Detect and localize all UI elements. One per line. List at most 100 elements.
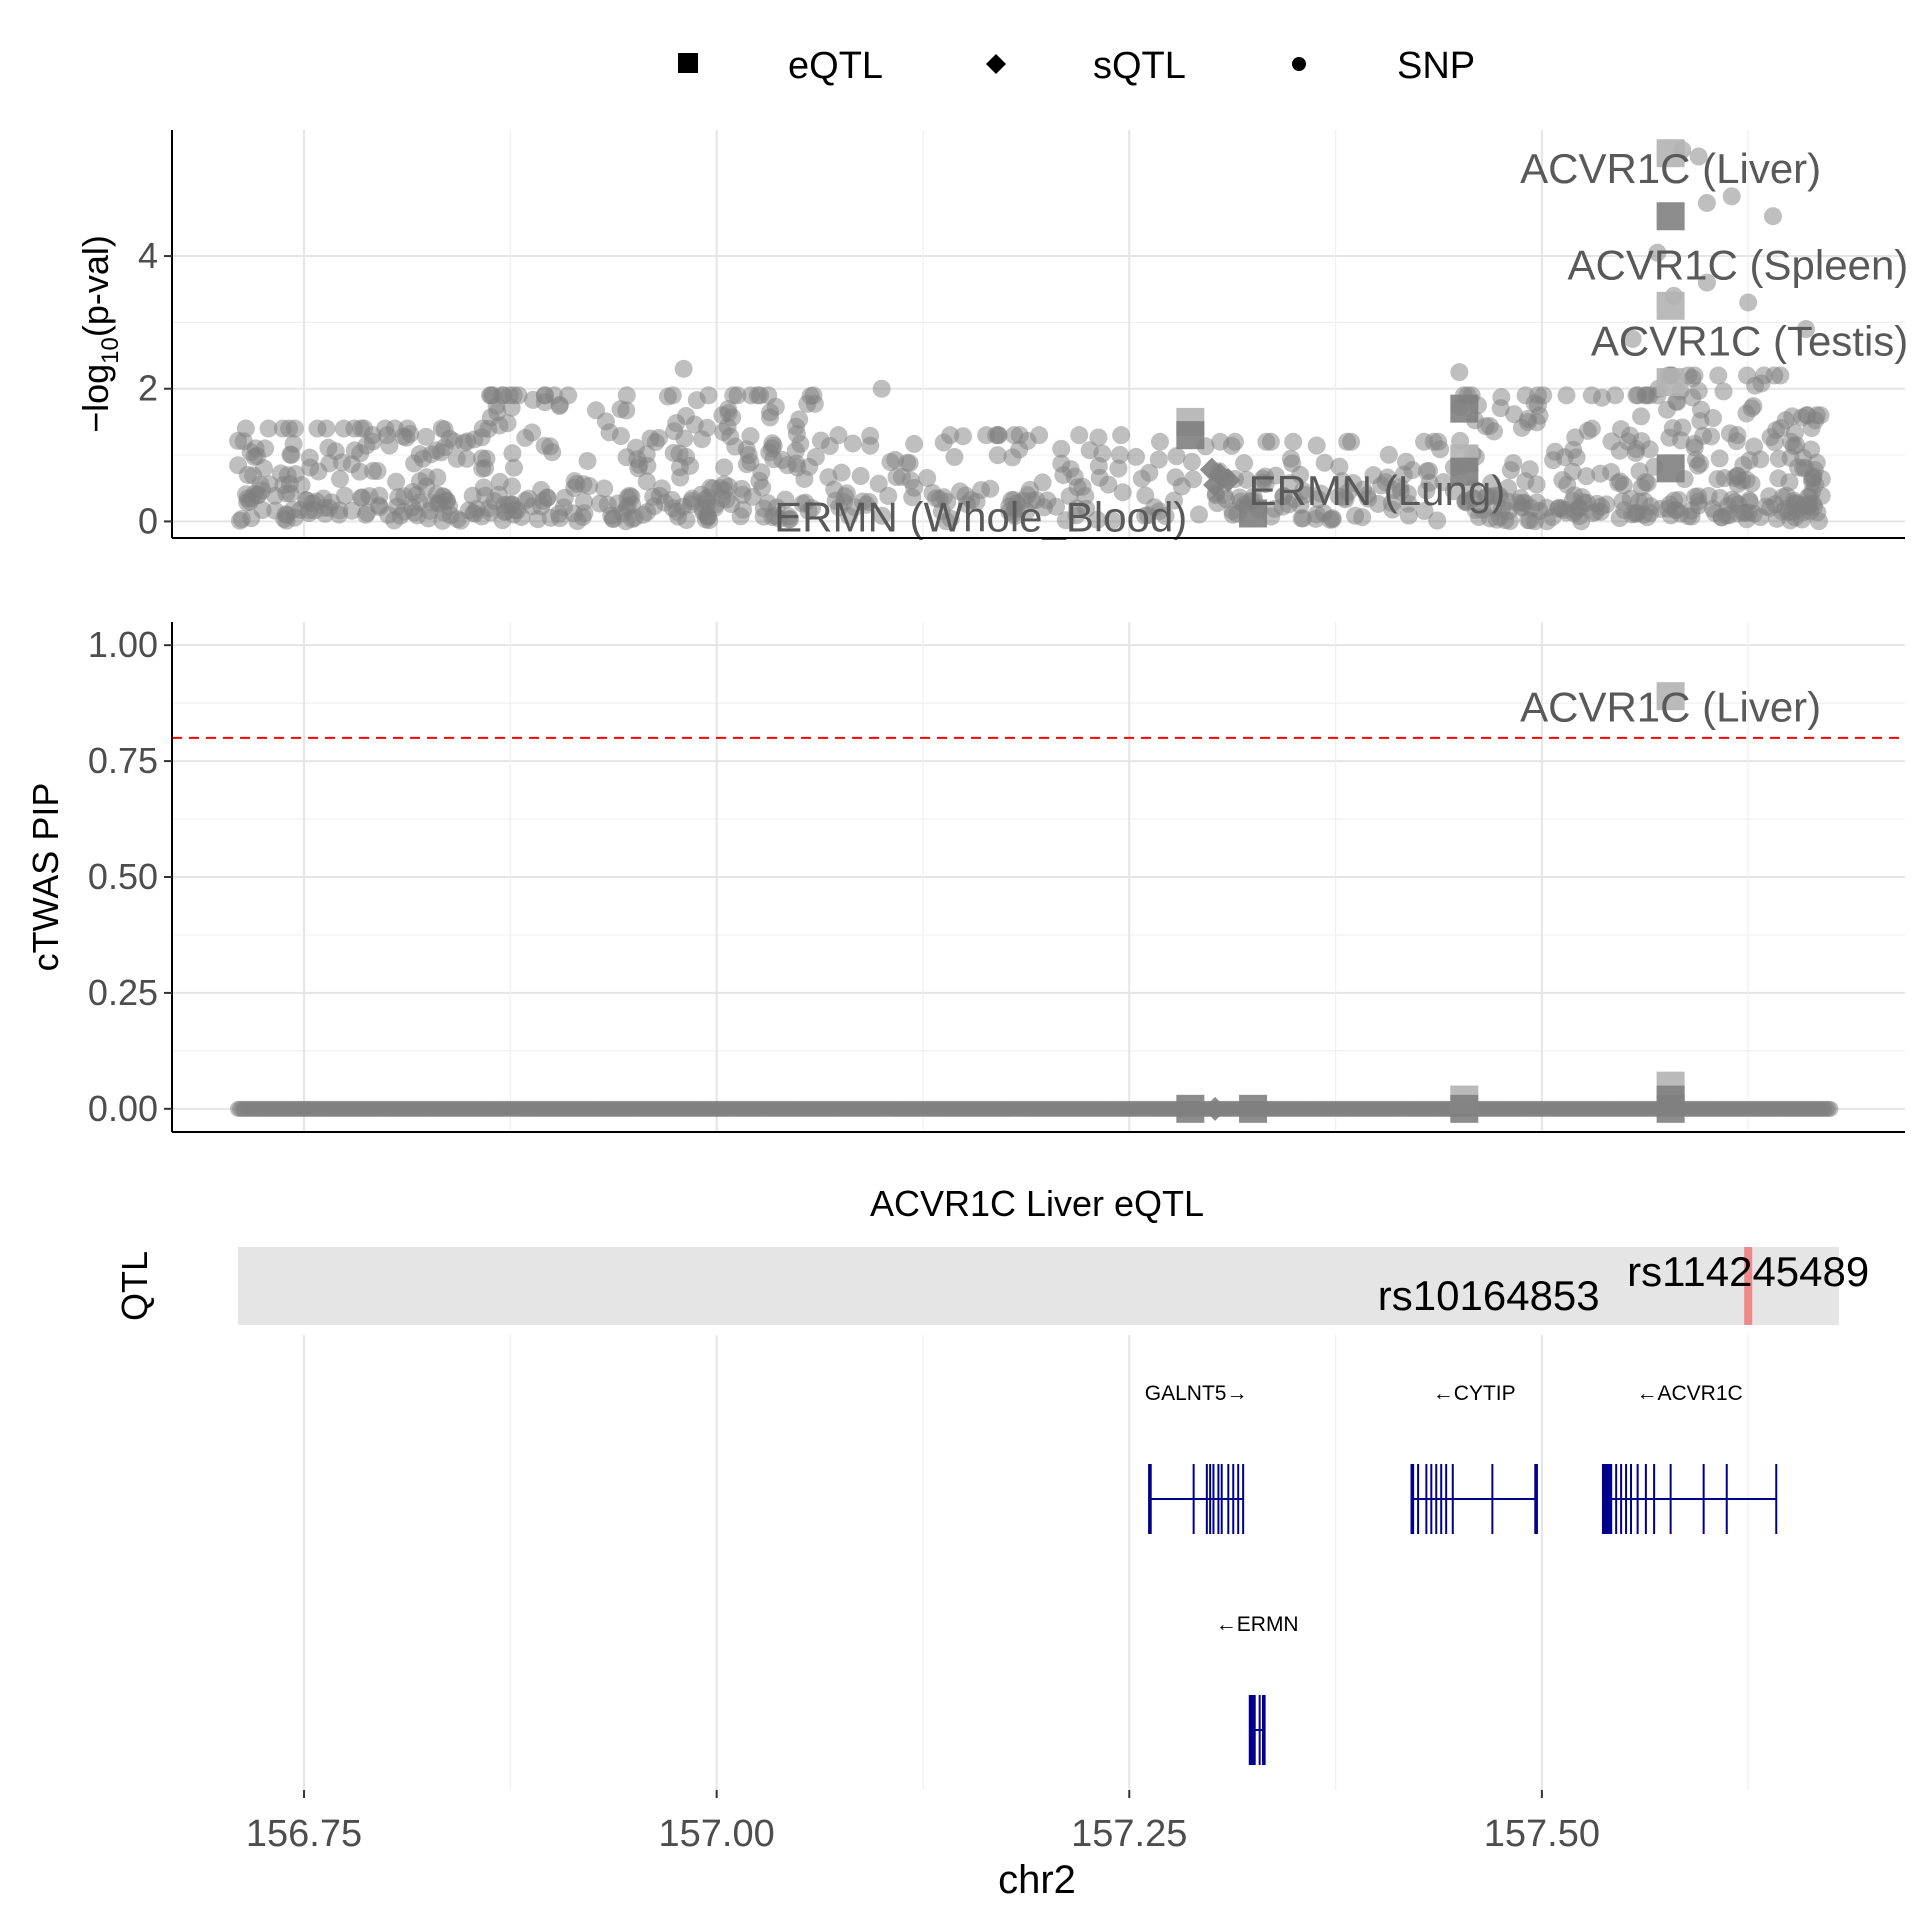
qtl-track-title: ACVR1C Liver eQTL (870, 1183, 1204, 1224)
snp-point (428, 494, 447, 513)
snp-point (394, 427, 413, 446)
x-axis-ticks: 156.75 157.00 157.25 157.50 (246, 1790, 1600, 1855)
snp-point (719, 404, 738, 423)
x-axis-title: chr2 (998, 1858, 1076, 1902)
snp-point (1415, 502, 1434, 521)
gene-point-square (1450, 394, 1479, 423)
gene-point-square (1656, 139, 1685, 168)
snp-point (1456, 492, 1475, 511)
snp-point (670, 458, 689, 477)
snp-point (1787, 500, 1806, 519)
snp-point (1330, 457, 1349, 476)
snp-point (1691, 412, 1710, 431)
snp-point (1491, 399, 1510, 418)
snp-point (1722, 187, 1741, 206)
snp-point (765, 506, 784, 525)
snp-point (503, 477, 522, 496)
snp-point (1113, 483, 1132, 502)
snp-point (488, 403, 507, 422)
snp-point (1660, 428, 1679, 447)
snp-point (1697, 193, 1716, 212)
snp-point (869, 474, 888, 493)
snp-point (1708, 470, 1727, 489)
snp-point (752, 463, 771, 482)
snp-point (1634, 505, 1653, 524)
snp-point (988, 446, 1007, 465)
snp-point (872, 379, 891, 398)
snp-point (1166, 468, 1185, 487)
snp-point (801, 387, 820, 406)
y-tick-label: 1.00 (88, 624, 158, 665)
legend-entry-sqtl: sQTL (986, 45, 1186, 87)
snp-point (1110, 445, 1129, 464)
snp-point (1476, 417, 1495, 436)
snp-point (1372, 476, 1391, 495)
snp-point (1557, 386, 1576, 405)
y-tick-label: 2 (138, 368, 158, 409)
snp-point (1477, 487, 1496, 506)
snp-point (1714, 382, 1733, 401)
snp-point (873, 506, 892, 525)
snp-point (1682, 501, 1701, 520)
snp-point (1156, 507, 1175, 526)
snp-point (793, 494, 812, 513)
snp-point (300, 448, 319, 467)
snp-point (945, 448, 964, 467)
snp-point (1627, 440, 1646, 459)
snp-point (1720, 424, 1739, 443)
snp-point (820, 436, 839, 455)
pip-snp-point (1822, 1100, 1839, 1117)
gene-model: ←ACVR1C (1601, 1382, 1778, 1534)
pip-y-ticks: 0.00 0.25 0.50 0.75 1.00 (88, 624, 172, 1129)
snp-point (851, 466, 870, 485)
snp-point (670, 444, 689, 463)
snp-point (1307, 436, 1326, 455)
snp-point (441, 506, 460, 525)
snp-point (419, 509, 438, 528)
gene-label: ERMN (Whole_Blood) (774, 493, 1187, 540)
snp-point (1099, 475, 1118, 494)
snp-point (1751, 508, 1770, 527)
snp-point (1257, 432, 1276, 451)
gene-models: GALNT5→ ←CYTIP ←ACVR1C ←ERMN (1145, 1382, 1778, 1765)
snp-point (538, 488, 557, 507)
gene-point-square (1239, 499, 1268, 528)
snp-point (1033, 473, 1052, 492)
snp-point (342, 501, 361, 520)
snp-point (1688, 456, 1707, 475)
y-tick-label: 0.75 (88, 740, 158, 781)
pip-gene-label: ACVR1C (Liver) (1520, 684, 1821, 731)
snp-point (881, 453, 900, 472)
snp-point (819, 468, 838, 487)
gene-model: ←ERMN (1216, 1613, 1299, 1765)
snp-point (1632, 407, 1651, 426)
qtl-snp-marker (1744, 1247, 1753, 1325)
snp-point (1450, 363, 1469, 382)
snp-point (240, 492, 259, 511)
snp-point (1399, 506, 1418, 525)
snp-point (417, 427, 436, 446)
snp-point (724, 386, 743, 405)
snp-point (1577, 467, 1596, 486)
snp-point (368, 462, 387, 481)
snp-point (644, 487, 663, 506)
snp-point (319, 438, 338, 457)
snp-point (523, 423, 542, 442)
snp-point (683, 489, 702, 508)
snp-point (1070, 426, 1089, 445)
snp-point (918, 468, 937, 487)
pip-gene-point-diamond (1203, 1096, 1228, 1121)
snp-point (715, 458, 734, 477)
snp-point (1591, 464, 1610, 483)
snp-point (254, 459, 273, 478)
x-tick-label: 157.25 (1071, 1813, 1187, 1855)
snp-point (322, 493, 341, 512)
qtl-snp-label: rs114245489 (1627, 1248, 1869, 1295)
snp-point (722, 495, 741, 514)
snp-point (1800, 487, 1819, 506)
qtl-band (238, 1247, 1839, 1325)
snp-point (1149, 450, 1168, 469)
pip-gene-point-square (1656, 682, 1685, 711)
snp-point (989, 426, 1008, 445)
